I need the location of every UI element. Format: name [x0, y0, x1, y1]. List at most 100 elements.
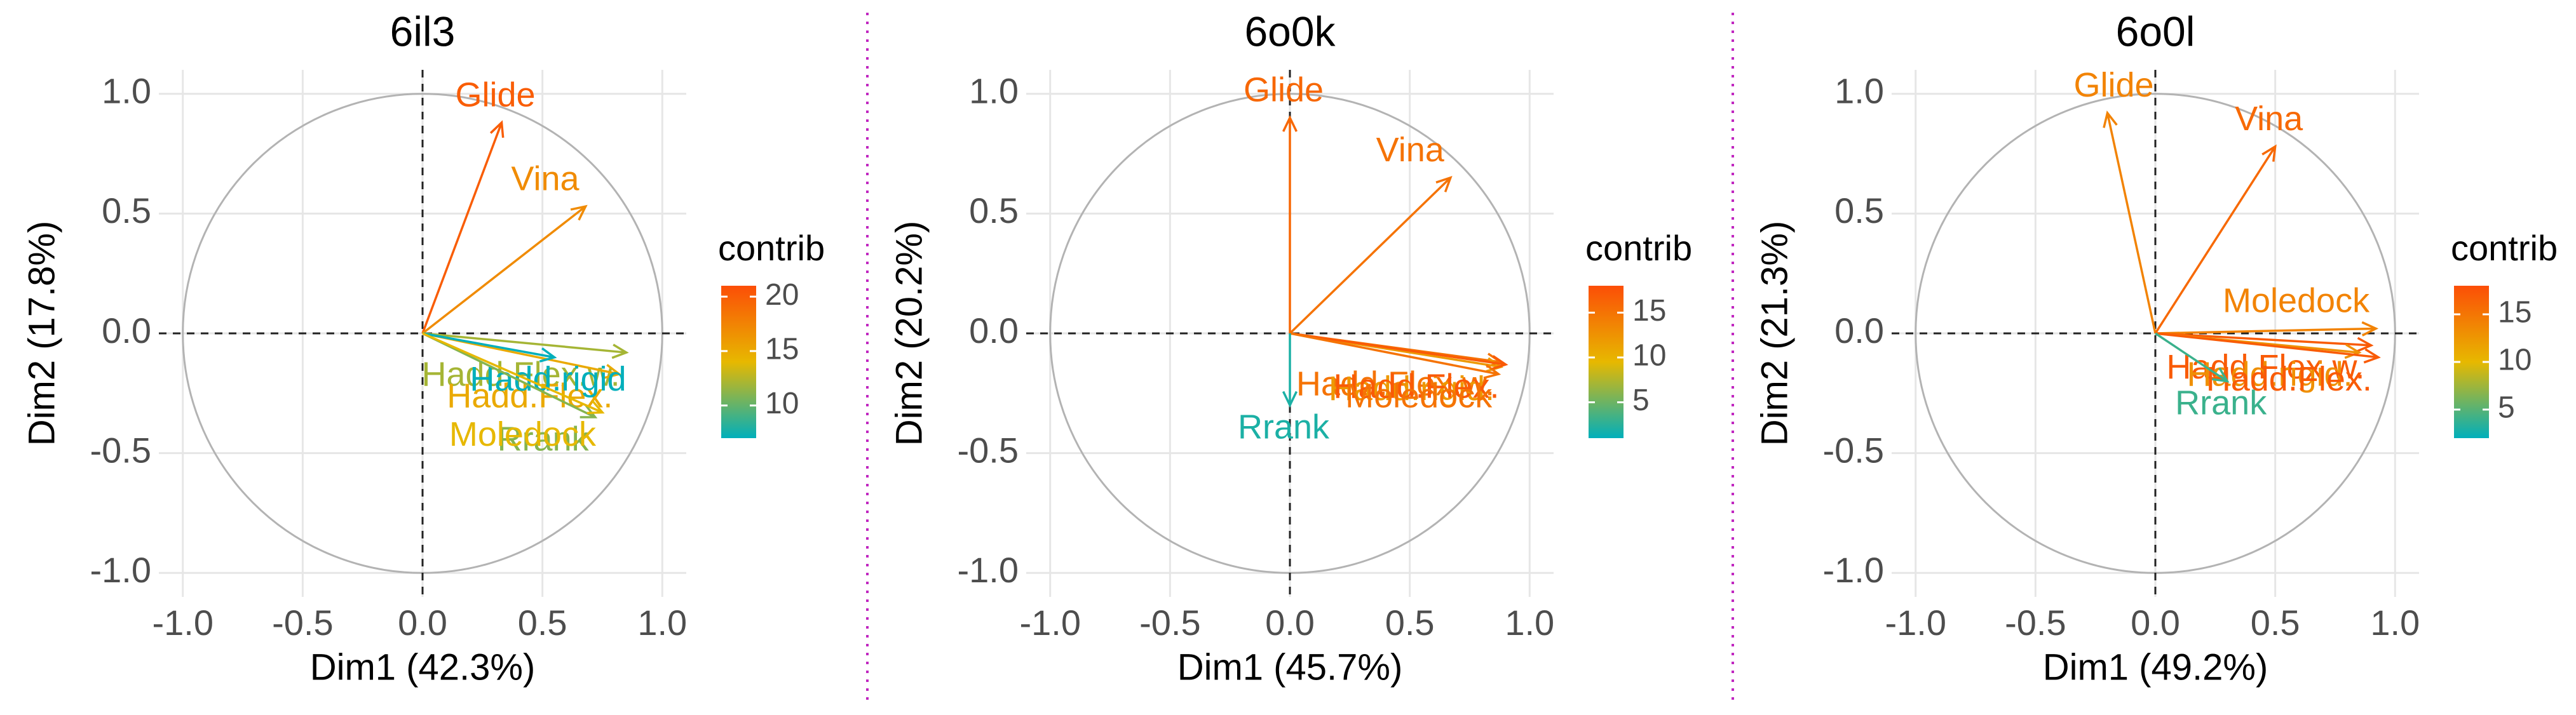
- arrow: [1289, 332, 1499, 375]
- arrow: [422, 332, 596, 418]
- chart-title: 6il3: [390, 8, 456, 55]
- arrow-head: [2363, 348, 2381, 364]
- y-tick-label: 1.0: [969, 71, 1019, 111]
- arrow-head: [2356, 337, 2374, 352]
- x-tick-label: -1.0: [1019, 603, 1081, 643]
- y-tick-label: -0.5: [1823, 430, 1885, 470]
- variable-label: Hadd.Flex.: [1333, 367, 1499, 405]
- arrow: [2155, 332, 2228, 382]
- arrow: [422, 332, 627, 354]
- y-tick-label: 0.0: [1834, 311, 1884, 351]
- variable-label: Rrank: [498, 420, 590, 458]
- arrow-head: [1282, 391, 1298, 408]
- x-tick-label: -0.5: [272, 603, 334, 643]
- arrow-head: [611, 344, 629, 359]
- x-tick-label: -0.5: [1139, 603, 1201, 643]
- x-axis-label: Dim1 (45.7%): [1177, 646, 1403, 688]
- variable-label: Hadd.Flex.w.: [422, 355, 620, 393]
- panel: -1.0 -0.5 0.0 0.5 1.0 -1.0 -0.5 0.0 0.5 1.0 6il3 Di…: [21, 8, 825, 688]
- legend-title: contrib: [718, 228, 825, 268]
- colorbar-tick-label: 20: [765, 278, 799, 312]
- colorbar-tick-label: 15: [1632, 294, 1666, 328]
- arrow: [2155, 327, 2376, 335]
- y-axis-label: Dim2 (17.8%): [21, 221, 62, 446]
- y-tick-label: 1.0: [1834, 71, 1884, 111]
- variable-label: Moledock: [449, 415, 597, 453]
- colorbar: [721, 286, 756, 438]
- arrow: [2155, 332, 2371, 347]
- arrow-head: [580, 404, 598, 418]
- variable-label: Hadd.Flex.: [447, 377, 613, 415]
- chart-title: 6o0k: [1244, 8, 1336, 55]
- arrow: [2155, 332, 2379, 359]
- colorbar: [1589, 286, 1624, 438]
- arrow-head: [586, 400, 605, 415]
- variable-label: Glide: [1244, 71, 1324, 109]
- colorbar-tick-label: 15: [765, 333, 799, 366]
- arrow-head: [1483, 364, 1502, 379]
- y-tick-label: -1.0: [958, 550, 1019, 590]
- x-tick-label: 0.0: [1265, 603, 1315, 643]
- x-tick-label: -0.5: [2005, 603, 2066, 643]
- variable-label: Hadd.Flex.: [2206, 360, 2372, 398]
- y-tick-label: 0.5: [969, 190, 1019, 231]
- variable-label: Hadd.Flex.w.: [1296, 365, 1495, 403]
- variable-label: Vina: [2235, 100, 2303, 138]
- arrow-head: [2361, 321, 2379, 337]
- colorbar-tick-label: 5: [1632, 384, 1650, 417]
- x-tick-label: 1.0: [637, 603, 687, 643]
- arrow-head: [2344, 344, 2362, 359]
- arrow: [1289, 177, 1451, 335]
- arrow-head: [1491, 355, 1508, 370]
- y-tick-label: -0.5: [958, 430, 1019, 470]
- arrow-head: [1282, 115, 1298, 132]
- x-tick-label: 1.0: [2370, 603, 2420, 643]
- variable-label: Glide: [2074, 66, 2154, 104]
- arrow-head: [539, 347, 557, 363]
- arrow: [421, 205, 586, 335]
- arrow: [422, 332, 603, 414]
- panel: -1.0 -0.5 0.0 0.5 1.0 -1.0 -0.5 0.0 0.5 1.0 6o0l Di…: [1754, 8, 2558, 688]
- colorbar-tick-label: 15: [2498, 296, 2532, 330]
- variable-label: Moledock: [2223, 282, 2370, 320]
- y-tick-label: -1.0: [90, 550, 152, 590]
- colorbar-tick-label: 10: [1632, 339, 1666, 373]
- arrow: [1289, 332, 1506, 366]
- colorbar-tick-label: 10: [765, 387, 799, 420]
- x-tick-label: 0.0: [398, 603, 447, 643]
- y-tick-label: 1.0: [102, 71, 151, 111]
- legend-title: contrib: [1585, 228, 1692, 268]
- y-axis-label: Dim2 (21.3%): [1754, 221, 1795, 446]
- x-tick-label: 0.5: [518, 603, 567, 643]
- chart-title: 6o0l: [2116, 8, 2195, 55]
- variable-label: Rrank: [2175, 384, 2267, 422]
- y-tick-label: 0.5: [1834, 190, 1884, 231]
- arrow-head: [489, 120, 505, 138]
- arrow-head: [2212, 367, 2230, 383]
- x-axis-label: Dim1 (49.2%): [2043, 646, 2268, 688]
- y-tick-label: 0.0: [102, 311, 151, 351]
- variable-label: Rrank: [1238, 408, 1330, 446]
- variable-label: Hadd.rigid: [470, 360, 626, 398]
- variable-label: Glide: [455, 76, 535, 114]
- arrow-head: [2103, 110, 2118, 128]
- arrow-head: [570, 204, 588, 221]
- legend-title: contrib: [2451, 228, 2558, 268]
- y-tick-label: -1.0: [1823, 550, 1885, 590]
- x-tick-label: -1.0: [1885, 603, 1946, 643]
- x-tick-label: 0.5: [2251, 603, 2300, 643]
- arrow: [2154, 145, 2277, 334]
- x-tick-label: 0.0: [2131, 603, 2180, 643]
- x-tick-label: -1.0: [152, 603, 214, 643]
- variable-label: Hadd.rigid.: [1329, 370, 1495, 408]
- x-tick-label: 0.5: [1385, 603, 1435, 643]
- arrow: [2106, 112, 2157, 334]
- arrow-head: [2261, 144, 2277, 162]
- colorbar-tick-label: 5: [2498, 391, 2515, 425]
- arrow: [421, 122, 503, 334]
- y-tick-label: -0.5: [90, 430, 152, 470]
- panel: -1.0 -0.5 0.0 0.5 1.0 -1.0 -0.5 0.0 0.5 1.0 6o0k Di…: [888, 8, 1692, 688]
- y-tick-label: 0.5: [102, 190, 151, 231]
- y-tick-label: 0.0: [969, 311, 1019, 351]
- y-axis-label: Dim2 (20.2%): [888, 221, 930, 446]
